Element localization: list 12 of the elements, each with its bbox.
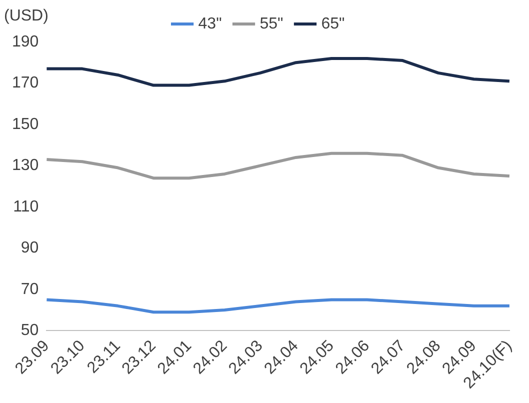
y-axis-title: (USD) — [4, 7, 48, 24]
y-tick-label: 70 — [20, 280, 39, 298]
legend-label: 43" — [198, 15, 222, 32]
y-tick-label: 110 — [13, 198, 39, 216]
y-tick-label: 130 — [12, 157, 39, 174]
y-tick-label: 190 — [12, 33, 39, 50]
legend-label: 55" — [260, 15, 284, 32]
y-tick-label: 90 — [20, 240, 39, 257]
legend-label: 65" — [321, 15, 345, 32]
y-tick-label: 150 — [12, 116, 39, 133]
y-tick-label: 170 — [12, 74, 39, 92]
y-tick-label: 50 — [20, 322, 39, 340]
